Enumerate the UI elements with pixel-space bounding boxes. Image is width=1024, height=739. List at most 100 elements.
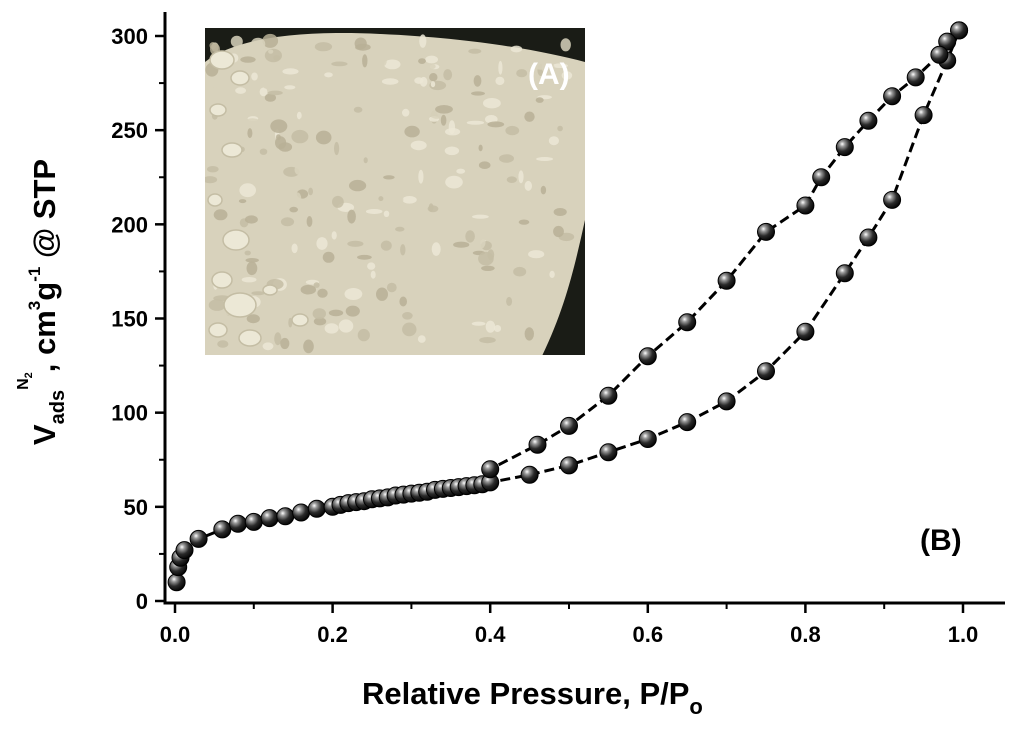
powder-grain	[314, 42, 333, 52]
y-title-stp: @ STP	[27, 159, 62, 267]
powder-grain	[478, 251, 494, 266]
y-title-n2: 2	[23, 372, 35, 378]
powder-grain	[473, 236, 486, 250]
powder-grain	[315, 130, 332, 145]
powder-grain	[251, 72, 258, 81]
powder-grain	[246, 261, 258, 276]
powder-grain	[264, 48, 282, 63]
powder-grain	[322, 251, 335, 263]
powder-grain	[404, 125, 420, 138]
x-tick-label-0: 0.0	[160, 622, 191, 647]
data-point-desorption-9	[757, 222, 775, 241]
powder-grain	[312, 308, 326, 320]
data-point-desorption-4	[883, 87, 902, 106]
x-tick-label-3: 0.6	[633, 622, 664, 647]
powder-grain	[324, 323, 339, 334]
powder-grain	[381, 55, 387, 66]
powder-grain	[386, 218, 402, 226]
powder-clump-7	[223, 292, 257, 318]
powder-clump-5	[222, 229, 250, 251]
powder-grain	[383, 210, 390, 217]
x-axis-title: Relative Pressure, P/Po	[362, 676, 703, 719]
powder-grain	[208, 299, 226, 311]
powder-grain	[443, 69, 453, 81]
powder-grain	[347, 240, 364, 247]
data-point-adsorption-7	[244, 512, 263, 531]
data-point-adsorption-44	[914, 106, 933, 125]
powder-grain	[518, 170, 524, 184]
powder-grain	[418, 58, 426, 64]
powder-grain	[417, 335, 426, 343]
powder-grain	[553, 208, 567, 216]
x-axis-title-sub: o	[689, 694, 702, 719]
data-point-adsorption-0	[167, 573, 186, 592]
powder-grain	[268, 49, 274, 54]
powder-grain	[548, 136, 560, 146]
y-tick-label-3: 150	[111, 307, 148, 332]
powder-grain	[431, 242, 441, 256]
powder-grain	[328, 309, 344, 317]
powder-grain	[300, 284, 316, 295]
powder-grain	[528, 250, 545, 259]
panel-label: (B)	[920, 524, 962, 557]
powder-grain	[306, 216, 313, 227]
powder-grain	[247, 128, 253, 139]
powder-grain	[267, 90, 283, 96]
data-point-desorption-15	[528, 435, 547, 454]
powder-grain	[485, 115, 498, 124]
data-point-desorption-1	[938, 32, 957, 51]
powder-grain	[288, 158, 293, 164]
powder-grain	[334, 141, 340, 156]
powder-grain	[380, 240, 392, 251]
powder-grain	[370, 270, 376, 279]
powder-grain	[410, 140, 427, 151]
powder-grain	[506, 296, 513, 306]
data-point-adsorption-40	[796, 322, 815, 341]
powder-grain	[396, 192, 404, 207]
powder-grain	[376, 151, 389, 158]
powder-grain	[355, 43, 371, 51]
powder-grain	[495, 76, 505, 86]
powder-grain	[344, 288, 363, 300]
powder-grain	[533, 62, 549, 70]
x-tick-label-4: 0.8	[790, 622, 821, 647]
y-tick-label-4: 200	[111, 212, 148, 237]
powder-clump-0	[209, 50, 235, 70]
powder-grain	[353, 106, 363, 113]
powder-grain	[262, 246, 269, 253]
powder-grain	[478, 161, 491, 169]
powder-grain	[552, 63, 568, 68]
powder-grain	[246, 314, 260, 324]
powder-grain	[259, 148, 268, 155]
y-axis-title: Vads N2, cm3g-1 @ STP	[15, 159, 69, 445]
powder-grain	[240, 56, 256, 63]
powder-grain	[313, 282, 320, 288]
powder-grain	[349, 179, 367, 192]
powder-grain	[444, 146, 460, 156]
y-tick-label-2: 100	[111, 401, 148, 426]
powder-grain	[262, 342, 274, 351]
data-point-adsorption-3	[175, 541, 194, 560]
powder-grain	[536, 157, 554, 161]
powder-grain	[207, 166, 219, 173]
powder-grain	[299, 116, 317, 125]
powder-grain	[244, 250, 251, 256]
powder-grain	[524, 180, 532, 191]
data-point-adsorption-6	[229, 514, 247, 533]
powder-grain	[516, 69, 528, 78]
powder-grain	[506, 176, 517, 183]
powder-grain	[557, 125, 563, 132]
data-point-adsorption-39	[757, 362, 775, 381]
powder-grain	[262, 33, 279, 48]
data-point-adsorption-11	[307, 499, 326, 518]
powder-grain	[354, 63, 362, 70]
powder-grain	[323, 146, 330, 155]
powder-grain	[485, 320, 496, 333]
powder-grain	[540, 185, 547, 195]
powder-clump-10	[291, 313, 309, 327]
powder-grain	[251, 291, 265, 296]
powder-grain	[510, 45, 523, 53]
powder-grain	[418, 169, 424, 184]
powder-grain	[376, 287, 388, 301]
powder-grain	[294, 164, 303, 175]
